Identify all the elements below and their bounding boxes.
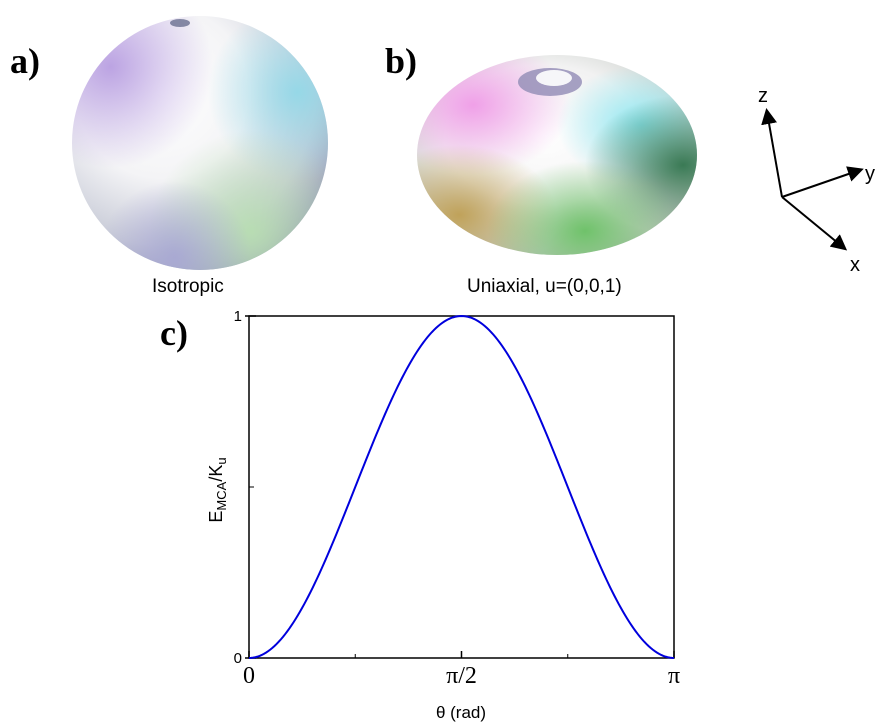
x-tick-label: π (668, 663, 680, 689)
x-tick-label: 0 (243, 663, 255, 689)
panel-a-label: a) (10, 41, 40, 81)
uniaxial-torus (417, 55, 697, 255)
panel-c-label: c) (160, 313, 188, 353)
y-axis-title: EMCA/Ku (206, 457, 229, 522)
z-axis-arrow (761, 108, 783, 198)
panel-b-caption: Uniaxial, u=(0,0,1) (467, 276, 622, 297)
x-tick-label: π/2 (446, 663, 477, 689)
panel-a-caption: Isotropic (152, 276, 224, 297)
x-axis-title: θ (rad) (436, 703, 486, 722)
y-tick-label: 0 (234, 650, 242, 667)
panel-b-label: b) (385, 41, 418, 81)
isotropic-sphere (72, 16, 328, 270)
y-tick-label: 1 (234, 308, 242, 325)
y-axis-label: y (865, 163, 875, 185)
coordinate-axes: z y x (758, 85, 875, 276)
z-axis-label: z (758, 85, 768, 107)
series-line (248, 314, 675, 659)
x-axis-arrow (781, 196, 848, 251)
y-axis-arrow (781, 166, 864, 198)
x-axis-label: x (850, 254, 860, 276)
plot-frame (248, 315, 675, 659)
